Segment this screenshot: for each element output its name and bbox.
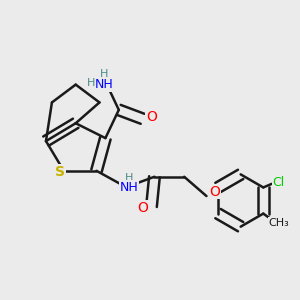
- Text: H: H: [100, 69, 108, 79]
- Text: H: H: [124, 172, 133, 183]
- Text: S: S: [55, 165, 65, 179]
- Text: H: H: [87, 78, 96, 88]
- Text: Cl: Cl: [273, 176, 285, 189]
- Text: CH₃: CH₃: [268, 218, 289, 228]
- Text: O: O: [209, 184, 220, 199]
- Text: O: O: [137, 201, 148, 215]
- Text: NH: NH: [120, 181, 139, 194]
- Text: O: O: [146, 110, 157, 124]
- Text: NH: NH: [94, 78, 113, 91]
